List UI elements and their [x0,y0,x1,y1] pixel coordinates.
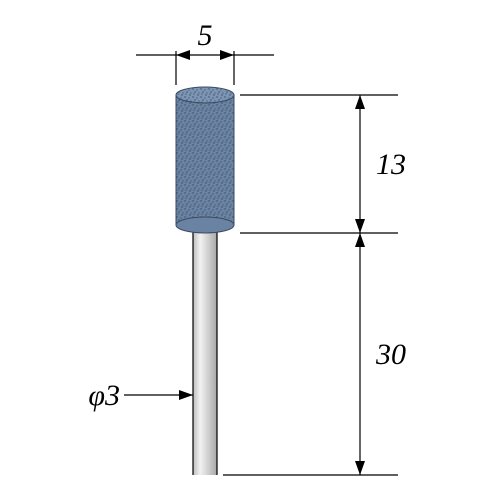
dimension-head-diameter [136,50,274,85]
dimension-shaft-diameter [124,390,193,400]
head-bottom-ellipse [176,217,234,233]
shaft-diameter-label: φ3 [88,379,120,412]
shaft-length-label: 30 [375,338,406,371]
dimension-right-group [223,95,398,475]
shaft-body [193,223,217,475]
head-texture [176,95,234,225]
head-diameter-label: 5 [198,19,213,52]
head-top-texture [176,87,234,103]
head-length-label: 13 [376,148,406,181]
